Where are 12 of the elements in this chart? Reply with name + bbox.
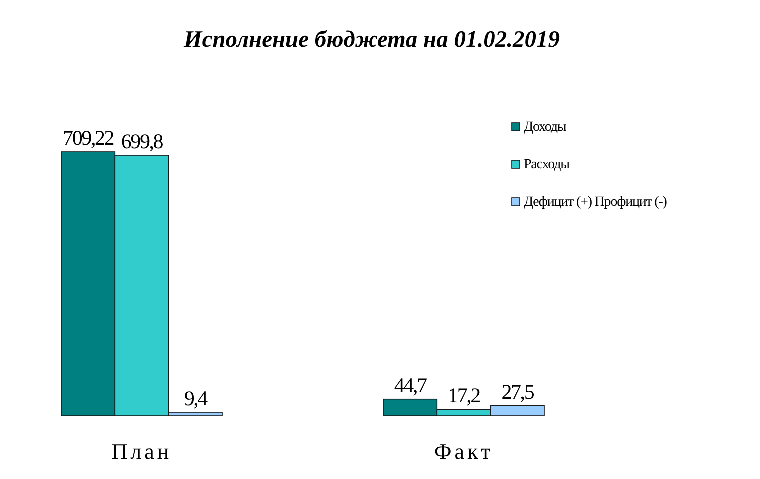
x-tick-label: Факт xyxy=(434,439,494,464)
data-label: 699,8 xyxy=(121,130,164,154)
legend-label: Расходы xyxy=(524,158,571,172)
legend-label: Дефицит (+) Профицит (-) xyxy=(524,195,668,210)
chart-title: Исполнение бюджета на 01.02.2019 xyxy=(183,27,560,53)
data-label: 44,7 xyxy=(394,373,428,398)
data-label: 9,4 xyxy=(184,386,209,410)
data-label: 27,5 xyxy=(502,380,534,404)
data-label: 17,2 xyxy=(448,384,481,408)
data-label: 709,22 xyxy=(63,126,114,150)
x-tick-label: План xyxy=(112,439,172,464)
legend-label: Доходы xyxy=(524,120,568,135)
